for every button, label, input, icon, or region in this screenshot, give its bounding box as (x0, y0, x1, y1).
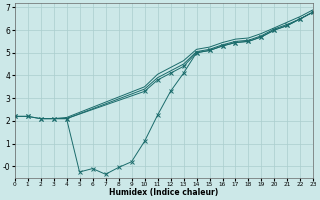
X-axis label: Humidex (Indice chaleur): Humidex (Indice chaleur) (109, 188, 219, 197)
